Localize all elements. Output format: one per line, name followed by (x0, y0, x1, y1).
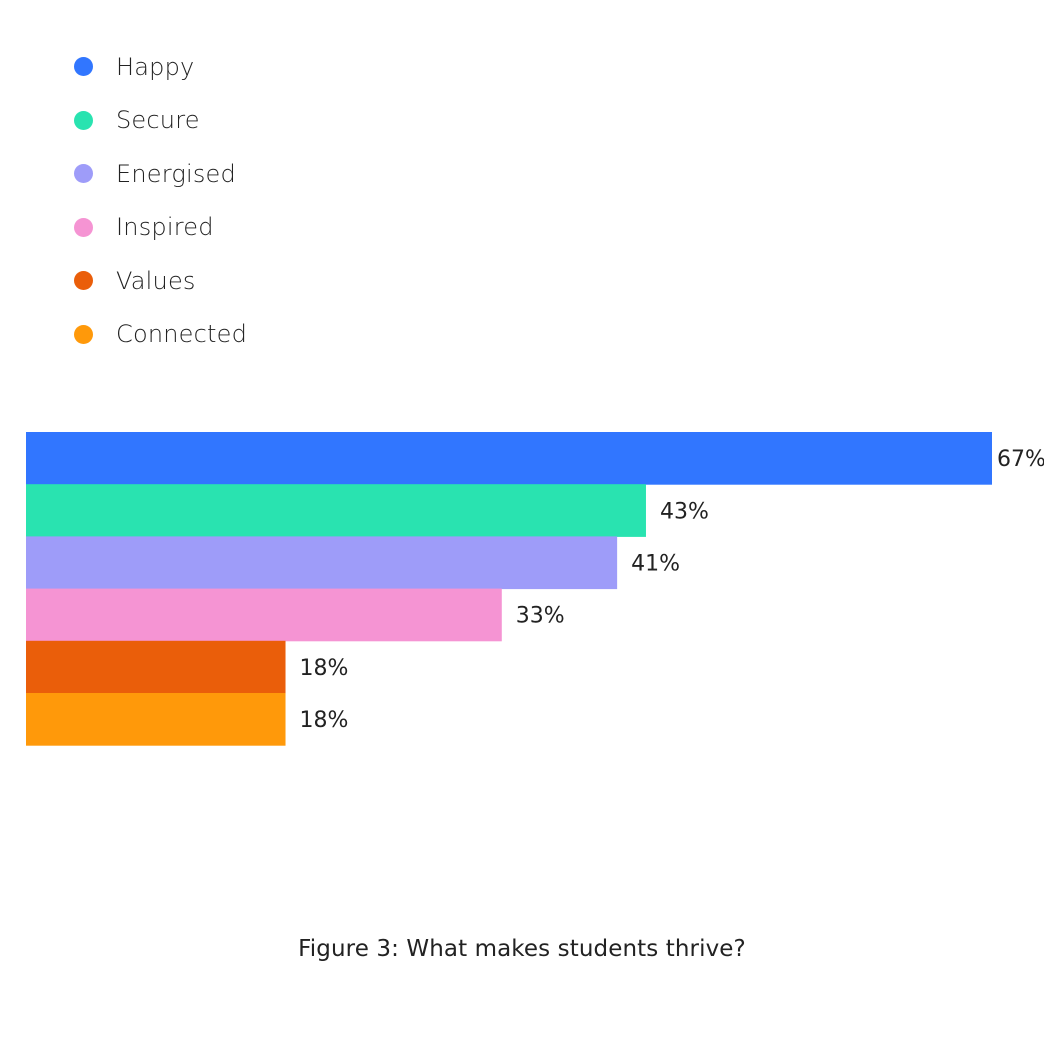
bar-value-label: 43% (660, 499, 709, 524)
bar-value-label: 67% (997, 447, 1044, 472)
legend-item: Values (74, 254, 247, 308)
legend-item: Inspired (74, 201, 247, 255)
bar-connected (26, 693, 286, 746)
bar-inspired (26, 588, 502, 642)
legend-swatch (74, 164, 93, 184)
legend-label: Connected (116, 320, 248, 349)
bar-happy (26, 432, 992, 485)
legend-swatch (74, 324, 93, 344)
figure-caption: Figure 3: What makes students thrive? (298, 936, 746, 962)
bar-secure (26, 484, 646, 537)
legend-label: Inspired (116, 213, 214, 242)
chart-legend: Happy Secure Energised Inspired Values Connec… (74, 40, 247, 361)
bar-value-label: 18% (300, 656, 349, 681)
legend-swatch (74, 110, 93, 130)
legend-item: Connected (74, 308, 247, 362)
bar-energised (26, 536, 618, 590)
legend-label: Secure (116, 106, 200, 135)
legend-item: Happy (74, 40, 247, 94)
legend-swatch (74, 217, 93, 237)
legend-item: Secure (74, 94, 247, 148)
legend-label: Happy (116, 52, 195, 81)
bar-value-label: 18% (300, 708, 349, 733)
bar-value-label: 41% (631, 552, 680, 577)
legend-swatch (74, 271, 93, 291)
legend-label: Values (116, 266, 196, 295)
bar-values (26, 640, 286, 694)
legend-label: Energised (116, 159, 236, 188)
legend-swatch (74, 57, 93, 77)
legend-item: Energised (74, 147, 247, 201)
bar-value-label: 33% (516, 604, 565, 629)
